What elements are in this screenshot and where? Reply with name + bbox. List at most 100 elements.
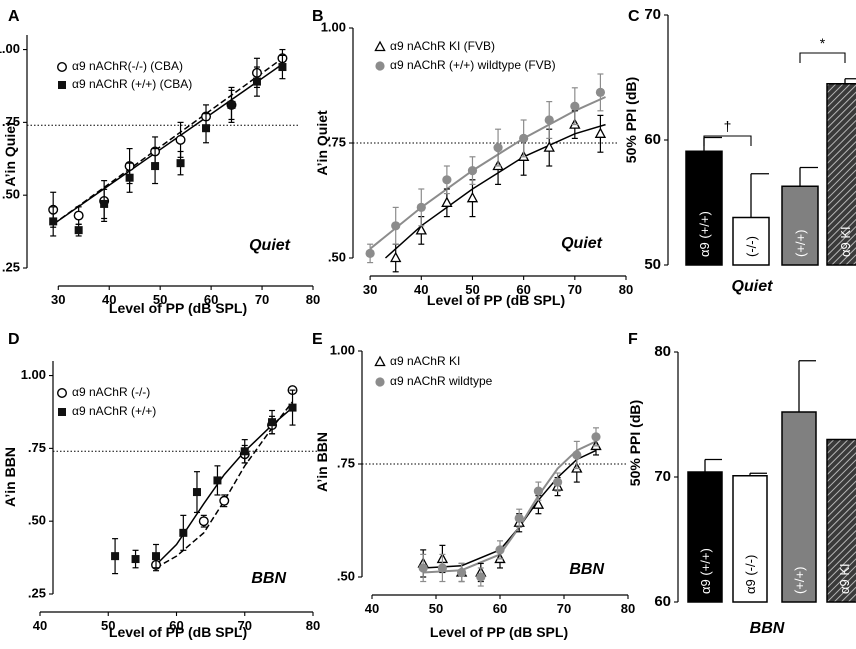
y-tick-label: 70 — [654, 468, 671, 485]
x-tick-label: 40 — [102, 292, 116, 307]
data-point-series-2 — [176, 159, 185, 168]
data-point-series-2 — [416, 202, 426, 212]
condition-label: Quiet — [732, 278, 774, 295]
data-point-series-2 — [514, 513, 524, 523]
y-tick-label: 1.00 — [321, 19, 346, 34]
x-axis-label: Level of PP (dB SPL) — [430, 624, 568, 640]
y-axis-label: 50% PPI (dB) — [623, 77, 639, 163]
legend-label: α9 nAChR (+/+) — [72, 404, 156, 418]
x-tick-label: 60 — [493, 601, 507, 616]
y-tick-label: 60 — [644, 131, 661, 148]
y-tick-label: 50 — [644, 256, 661, 273]
legend-label: α9 nAChR(-/-) (CBA) — [72, 59, 183, 73]
panel-label: F — [628, 331, 638, 348]
y-axis-label: A’in Quiet — [314, 110, 330, 176]
x-tick-label: 30 — [51, 292, 65, 307]
legend-marker — [57, 388, 68, 399]
data-point-series-2 — [591, 432, 601, 442]
data-point-series-2 — [457, 567, 467, 578]
condition-label: BBN — [569, 561, 604, 578]
bar-3 — [781, 411, 817, 603]
condition-label: Quiet — [249, 237, 291, 254]
x-tick-label: 80 — [621, 601, 635, 616]
y-tick-label: .75 — [337, 455, 355, 470]
data-point-series-1 — [198, 516, 209, 527]
data-point-series-1 — [594, 127, 607, 138]
panel-a: A 30 40 50 60 70 80 .25 .50 .75 1.00 Level of PP (d… — [0, 8, 320, 316]
panel-f: F 60 70 80 50% PPI (dB) α9 (+/+) α9 (-/-) (+/+)… — [627, 331, 856, 637]
x-tick-label: 70 — [238, 618, 252, 633]
data-point-series-2 — [418, 563, 428, 573]
bar-2 — [732, 475, 768, 603]
data-point-series-2 — [437, 563, 447, 573]
y-axis-label: A’in Quiet — [2, 121, 18, 187]
data-point-series-1 — [532, 498, 545, 509]
data-point-series-2 — [202, 124, 211, 133]
x-tick-label: 60 — [169, 618, 183, 633]
data-point-series-2 — [495, 545, 505, 555]
data-point-series-2 — [533, 486, 544, 496]
y-tick-label: .75 — [328, 134, 346, 149]
x-tick-label: 80 — [619, 282, 633, 297]
data-point-series-2 — [179, 528, 188, 537]
panel-label: C — [628, 8, 640, 25]
bar-label: α9 KI — [838, 226, 853, 257]
x-tick-label: 80 — [306, 292, 320, 307]
y-tick-label: .50 — [337, 568, 355, 583]
data-point-series-2 — [192, 488, 201, 497]
bar-label: α9 (+/+) — [697, 211, 712, 257]
significance-symbol: † — [724, 118, 732, 134]
x-axis-label: Level of PP (dB SPL) — [109, 624, 247, 640]
y-tick-label: .75 — [2, 114, 20, 129]
x-tick-label: 50 — [465, 282, 479, 297]
bar-label: (-/-) — [744, 236, 759, 257]
data-point-series-2 — [151, 162, 160, 171]
legend-marker — [374, 355, 386, 367]
x-tick-label: 60 — [204, 292, 218, 307]
bar-1 — [685, 150, 723, 266]
y-tick-label: 60 — [654, 593, 671, 610]
x-axis-label: Level of PP (dB SPL) — [109, 300, 247, 316]
data-point-series-2 — [213, 476, 222, 485]
y-tick-label: .25 — [2, 259, 20, 274]
data-point-series-2 — [268, 418, 277, 427]
legend-label: α9 nAChR KI — [390, 354, 460, 368]
panel-label: A — [8, 8, 20, 25]
data-point-series-2 — [240, 447, 249, 456]
bar-label: α9 (+/+) — [698, 548, 713, 594]
bar-1 — [687, 471, 723, 603]
legend-label: α9 nAChR (+/+) wildtype (FVB) — [390, 58, 556, 72]
x-tick-label: 70 — [255, 292, 269, 307]
y-tick-label: .50 — [28, 513, 46, 528]
x-tick-label: 30 — [363, 282, 377, 297]
condition-label: BBN — [251, 570, 286, 587]
bar-label: (+/+) — [793, 230, 808, 257]
bar-label: (+/+) — [792, 567, 807, 594]
significance-symbol: * — [820, 35, 826, 51]
data-point-series-2 — [391, 221, 401, 231]
legend-marker — [374, 40, 386, 52]
x-tick-label: 60 — [516, 282, 530, 297]
legend-marker — [57, 62, 68, 73]
y-axis-label: A’in BBN — [314, 432, 330, 492]
legend-label: α9 nAChR (+/+) (CBA) — [72, 77, 192, 91]
panel-b: B 30 40 50 60 70 80 .50 .75 1.00 Level of PP (dB S… — [312, 8, 633, 308]
fit-curve-1 — [423, 449, 597, 569]
bar-4 — [826, 438, 856, 603]
x-tick-label: 50 — [101, 618, 115, 633]
y-tick-label: 70 — [644, 6, 661, 23]
legend-marker — [375, 61, 385, 71]
legend-label: α9 nAChR KI (FVB) — [390, 39, 495, 53]
data-point-series-2 — [493, 143, 503, 153]
condition-label: BBN — [750, 620, 785, 637]
y-tick-label: .25 — [28, 585, 46, 600]
y-tick-label: .50 — [2, 187, 20, 202]
y-tick-label: .75 — [28, 440, 46, 455]
data-point-series-2 — [553, 477, 563, 487]
x-tick-label: 50 — [429, 601, 443, 616]
y-tick-label: 80 — [654, 343, 671, 360]
x-axis-label: Level of PP (dB SPL) — [427, 292, 565, 308]
x-tick-label: 80 — [306, 618, 320, 633]
data-point-series-2 — [111, 552, 120, 561]
